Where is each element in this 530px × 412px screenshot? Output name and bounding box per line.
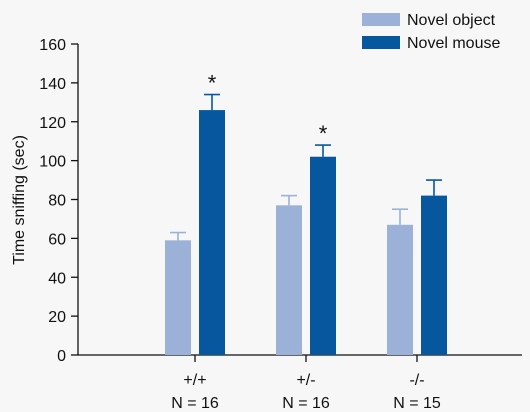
y-tick-label: 120: [39, 115, 66, 132]
bar: [387, 224, 413, 355]
bar: [421, 195, 447, 355]
x-tick-sublabel: N = 16: [282, 395, 330, 412]
x-tick-label: +/+: [183, 372, 206, 389]
significance-star: *: [319, 121, 328, 146]
bar: [310, 156, 336, 355]
y-axis-title: Time sniffing (sec): [11, 135, 28, 265]
legend-swatch: [362, 13, 400, 26]
y-tick-label: 0: [57, 348, 66, 365]
bar: [165, 240, 191, 355]
x-tick-sublabel: N = 16: [171, 395, 219, 412]
legend-label: Novel mouse: [407, 35, 500, 52]
bar: [199, 110, 225, 356]
x-tick-sublabel: N = 15: [393, 395, 441, 412]
bars: **: [165, 71, 447, 356]
significance-star: *: [208, 71, 217, 96]
y-tick-label: 20: [48, 309, 66, 326]
y-tick-label: 60: [48, 231, 66, 248]
legend-label: Novel object: [407, 12, 496, 29]
x-axis: +/+ N = 16 +/- N = 16 -/- N = 15: [78, 354, 522, 412]
y-tick-label: 100: [39, 154, 66, 171]
y-tick-label: 160: [39, 37, 66, 54]
y-tick-label: 80: [48, 193, 66, 210]
legend-swatch: [362, 36, 400, 49]
y-tick-label: 140: [39, 76, 66, 93]
y-tick-label: 40: [48, 270, 66, 287]
x-tick-label: -/-: [409, 372, 424, 389]
y-axis: 0 20 40 60 80 100 120 140 160: [39, 37, 79, 365]
legend: Novel object Novel mouse: [362, 12, 500, 52]
x-tick-label: +/-: [296, 372, 315, 389]
bar: [276, 205, 302, 355]
